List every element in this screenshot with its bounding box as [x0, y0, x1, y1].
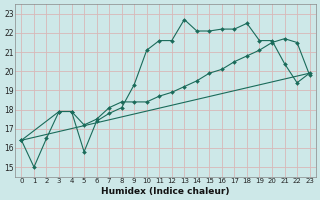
X-axis label: Humidex (Indice chaleur): Humidex (Indice chaleur) [101, 187, 230, 196]
